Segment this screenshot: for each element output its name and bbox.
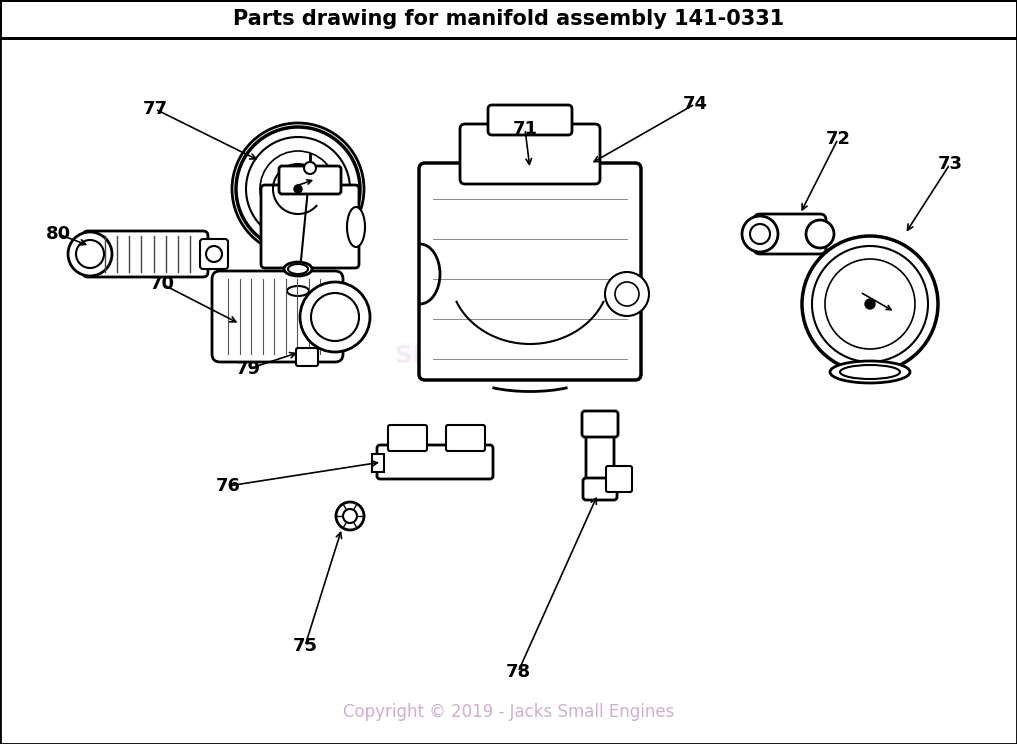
Circle shape	[750, 224, 770, 244]
FancyBboxPatch shape	[388, 425, 427, 451]
FancyBboxPatch shape	[446, 425, 485, 451]
Text: 72: 72	[826, 130, 850, 148]
Circle shape	[300, 282, 370, 352]
FancyBboxPatch shape	[586, 427, 614, 490]
Circle shape	[605, 272, 649, 316]
Text: 79: 79	[236, 360, 260, 378]
Circle shape	[246, 137, 350, 241]
Text: Parts drawing for manifold assembly 141-0331: Parts drawing for manifold assembly 141-…	[233, 9, 784, 29]
Ellipse shape	[284, 262, 312, 276]
Circle shape	[304, 162, 316, 174]
Circle shape	[236, 127, 360, 251]
FancyBboxPatch shape	[460, 124, 600, 184]
FancyBboxPatch shape	[583, 478, 617, 500]
Ellipse shape	[288, 264, 308, 274]
Text: 74: 74	[682, 95, 708, 113]
Circle shape	[311, 293, 359, 341]
FancyBboxPatch shape	[83, 231, 208, 277]
Circle shape	[76, 240, 104, 268]
FancyBboxPatch shape	[261, 185, 359, 268]
FancyBboxPatch shape	[377, 445, 493, 479]
Circle shape	[294, 185, 302, 193]
Text: 78: 78	[505, 663, 531, 681]
Text: 76: 76	[216, 477, 240, 495]
Circle shape	[812, 246, 928, 362]
FancyBboxPatch shape	[606, 466, 632, 492]
Circle shape	[806, 220, 834, 248]
FancyBboxPatch shape	[296, 348, 318, 366]
Circle shape	[336, 502, 364, 530]
Ellipse shape	[347, 207, 365, 247]
Ellipse shape	[830, 361, 910, 383]
Circle shape	[260, 151, 336, 227]
Text: 70: 70	[149, 275, 175, 293]
Circle shape	[825, 259, 915, 349]
Circle shape	[343, 509, 357, 523]
Bar	[0, 0, 1017, 38]
Circle shape	[865, 299, 875, 309]
FancyBboxPatch shape	[200, 239, 228, 269]
Circle shape	[802, 236, 938, 372]
FancyBboxPatch shape	[279, 166, 341, 194]
Bar	[372, 454, 384, 472]
Text: 73: 73	[938, 155, 962, 173]
Circle shape	[68, 232, 112, 276]
FancyBboxPatch shape	[754, 214, 826, 254]
FancyBboxPatch shape	[419, 163, 641, 380]
Text: SMALL ENGINES: SMALL ENGINES	[396, 344, 621, 368]
Text: Copyright © 2019 - Jacks Small Engines: Copyright © 2019 - Jacks Small Engines	[343, 703, 674, 721]
Text: 80: 80	[46, 225, 70, 243]
Text: 71: 71	[513, 120, 538, 138]
Ellipse shape	[840, 365, 900, 379]
Circle shape	[615, 282, 639, 306]
Text: 75: 75	[293, 637, 317, 655]
Circle shape	[206, 246, 222, 262]
Text: 77: 77	[142, 100, 168, 118]
Ellipse shape	[287, 286, 309, 296]
Text: Jacks: Jacks	[430, 298, 587, 350]
FancyBboxPatch shape	[582, 411, 618, 437]
FancyBboxPatch shape	[488, 105, 572, 135]
FancyBboxPatch shape	[212, 271, 343, 362]
Circle shape	[742, 216, 778, 252]
